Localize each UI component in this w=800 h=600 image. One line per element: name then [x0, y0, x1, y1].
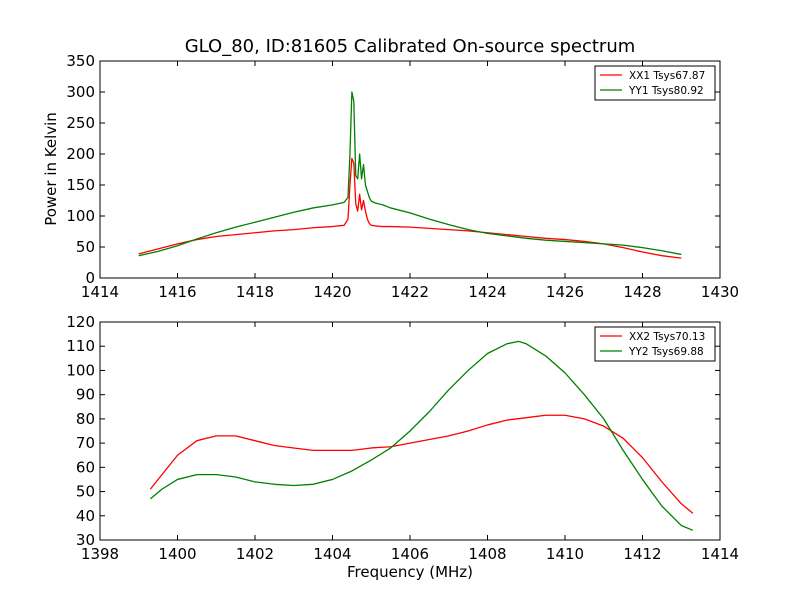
y-tick-label: 150: [66, 176, 95, 194]
bottom-spectrum-panel: 1398 1400 1402 1404 1406 1408 1410 1412 1414 30 40…: [66, 313, 739, 563]
y-tick-label: 350: [66, 52, 95, 70]
x-tick-label: 1408: [468, 545, 506, 563]
x-tick-label: 1428: [623, 283, 661, 301]
y-tick-label: 100: [66, 207, 95, 225]
y-tick-label: 250: [66, 114, 95, 132]
y-tick-label: 110: [66, 337, 95, 355]
y-tick-label: 90: [76, 386, 95, 404]
legend-box: [594, 326, 716, 362]
legend-entry: YY2 Tsys69.88: [628, 346, 704, 358]
x-tick-label: 1414: [81, 283, 119, 301]
x-tick-label: 1406: [391, 545, 429, 563]
y-tick-label: 50: [76, 483, 95, 501]
y-tick-label: 100: [66, 361, 95, 379]
y-tick-label: 40: [76, 507, 95, 525]
x-tick-label: 1416: [158, 283, 196, 301]
x-tick-label: 1430: [701, 283, 739, 301]
chart-title: GLO_80, ID:81605 Calibrated On-source sp…: [185, 36, 636, 57]
x-tick-label: 1400: [158, 545, 196, 563]
x-tick-label: 1418: [236, 283, 274, 301]
legend: XX1 Tsys67.87 YY1 Tsys80.92: [594, 65, 716, 101]
x-tick-label: 1420: [313, 283, 351, 301]
x-tick-label: 1404: [313, 545, 351, 563]
x-tick-label: 1412: [623, 545, 661, 563]
y-tick-label: 300: [66, 83, 95, 101]
top-spectrum-panel: 1414 1416 1418 1420 1422 1424 1426 1428 1430 0 50 1…: [66, 52, 739, 301]
y-tick-label: 30: [76, 531, 95, 549]
legend: XX2 Tsys70.13 YY2 Tsys69.88: [594, 326, 716, 362]
y-tick-label: 60: [76, 458, 95, 476]
legend-entry: YY1 Tsys80.92: [628, 85, 704, 97]
y-tick-label: 200: [66, 145, 95, 163]
x-tick-label: 1414: [701, 545, 739, 563]
legend-entry: XX2 Tsys70.13: [629, 331, 705, 343]
x-tick-label: 1410: [546, 545, 584, 563]
x-tick-label: 1424: [468, 283, 506, 301]
legend-entry: XX1 Tsys67.87: [629, 70, 705, 82]
y-tick-label: 50: [76, 238, 95, 256]
series-line-2: [149, 340, 694, 531]
series-line-1: [138, 157, 682, 259]
series-line-1: [149, 414, 694, 514]
y-tick-label: 70: [76, 434, 95, 452]
x-axis-label: Frequency (MHz): [347, 563, 473, 581]
y-tick-label: 80: [76, 410, 95, 428]
x-tick-label: 1402: [236, 545, 274, 563]
y-tick-label: 0: [85, 269, 95, 287]
y-tick-label: 120: [66, 313, 95, 331]
x-tick-label: 1422: [391, 283, 429, 301]
x-tick-label: 1398: [81, 545, 119, 563]
series-line-2: [138, 91, 682, 257]
x-tick-label: 1426: [546, 283, 584, 301]
y-axis-label: Power in Kelvin: [42, 112, 60, 226]
legend-box: [594, 65, 716, 101]
